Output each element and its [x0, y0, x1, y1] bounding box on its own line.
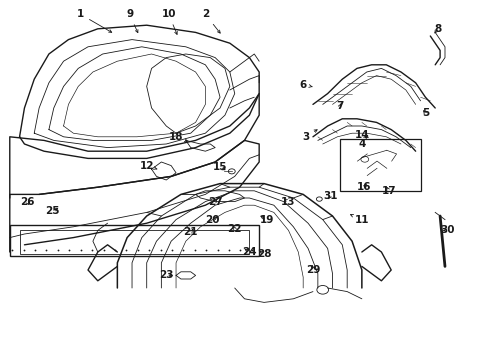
Text: 16: 16: [356, 182, 371, 192]
Text: 12: 12: [139, 161, 157, 171]
Text: 1: 1: [77, 9, 111, 32]
Bar: [10, 225, 259, 256]
Text: 13: 13: [281, 197, 295, 207]
Text: 21: 21: [183, 227, 198, 237]
Text: 28: 28: [256, 249, 271, 259]
Text: 5: 5: [421, 108, 428, 118]
Text: 26: 26: [20, 197, 34, 207]
Text: 3: 3: [302, 130, 317, 142]
Text: 22: 22: [227, 224, 242, 234]
Text: 11: 11: [350, 215, 368, 225]
Text: 10: 10: [161, 9, 177, 34]
Text: 30: 30: [439, 225, 454, 235]
Bar: [20, 230, 249, 254]
Text: 9: 9: [126, 9, 138, 33]
Text: 15: 15: [212, 162, 227, 172]
Text: 19: 19: [259, 215, 273, 225]
Text: 6: 6: [299, 80, 312, 90]
Text: 8: 8: [433, 24, 440, 34]
Text: 18: 18: [168, 132, 187, 142]
Text: 29: 29: [305, 265, 320, 275]
Bar: [339, 139, 420, 191]
Text: 4: 4: [357, 136, 366, 149]
Text: 31: 31: [322, 191, 337, 201]
Text: 2: 2: [202, 9, 220, 33]
Text: 20: 20: [205, 215, 220, 225]
Text: 23: 23: [159, 270, 173, 280]
Text: 7: 7: [335, 101, 343, 111]
Text: 17: 17: [381, 186, 395, 196]
Text: 24: 24: [242, 247, 256, 257]
Text: 14: 14: [354, 130, 368, 140]
Text: 27: 27: [207, 197, 222, 207]
Text: 25: 25: [45, 206, 60, 216]
